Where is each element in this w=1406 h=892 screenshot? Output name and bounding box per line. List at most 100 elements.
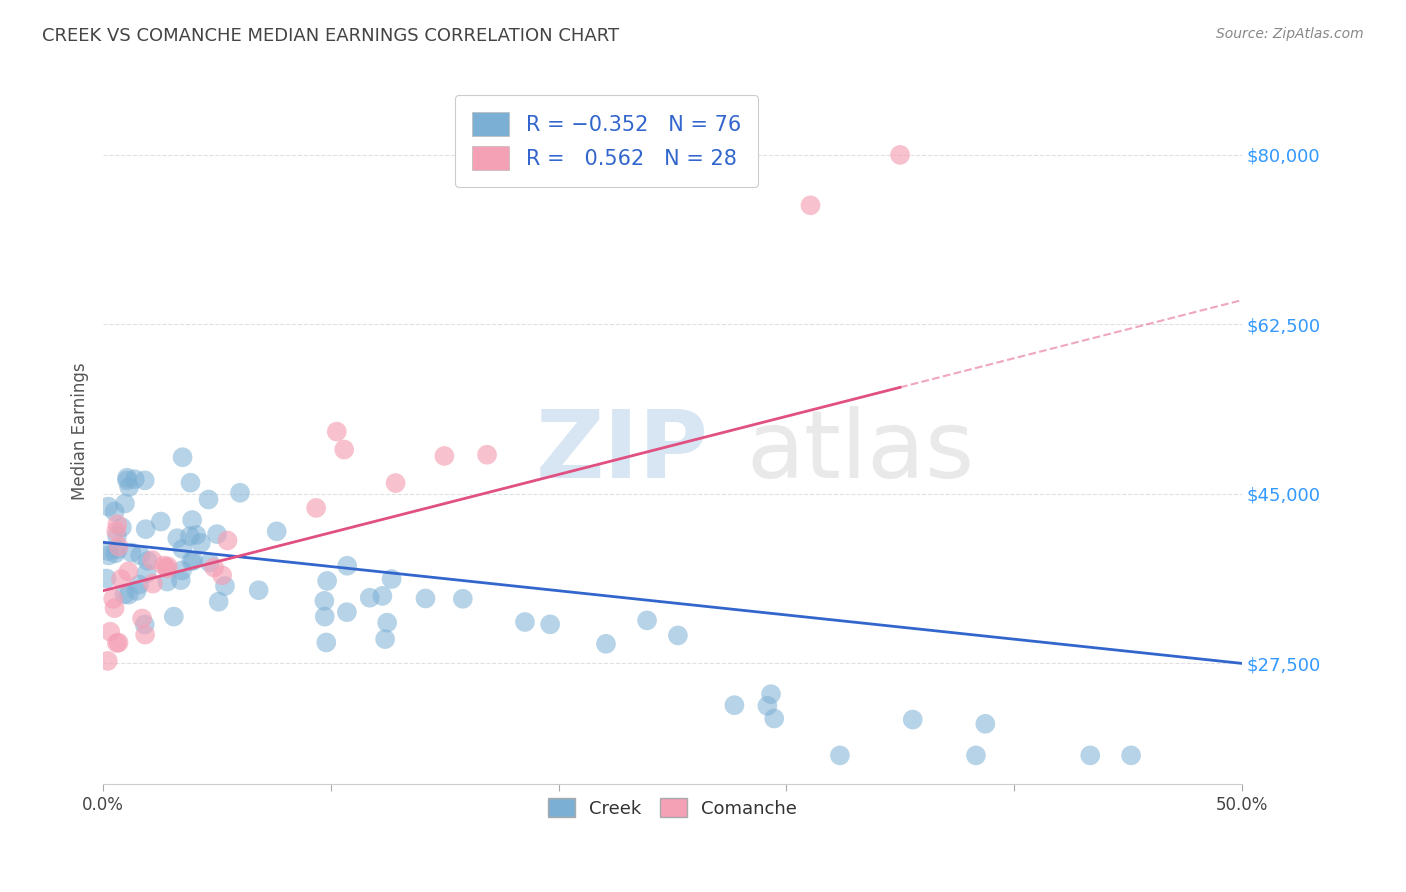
Point <box>595 637 617 651</box>
Point <box>156 561 179 575</box>
Point <box>666 628 689 642</box>
Point <box>336 605 359 619</box>
Point <box>97 500 120 514</box>
Point <box>134 474 156 488</box>
Point <box>186 528 208 542</box>
Point <box>135 566 157 581</box>
Point <box>415 591 437 606</box>
Point <box>114 496 136 510</box>
Text: CREEK VS COMANCHE MEDIAN EARNINGS CORRELATION CHART: CREEK VS COMANCHE MEDIAN EARNINGS CORREL… <box>42 27 619 45</box>
Point <box>451 591 474 606</box>
Point <box>333 442 356 457</box>
Point <box>149 515 172 529</box>
Point <box>183 554 205 568</box>
Point <box>208 595 231 609</box>
Point <box>433 449 456 463</box>
Point <box>172 450 194 465</box>
Point <box>202 560 225 574</box>
Point <box>96 572 118 586</box>
Point <box>107 542 129 557</box>
Point <box>117 565 139 579</box>
Point <box>134 617 156 632</box>
Point <box>153 558 176 573</box>
Point <box>104 546 127 560</box>
Point <box>205 527 228 541</box>
Point <box>1119 748 1142 763</box>
Point <box>156 574 179 589</box>
Point <box>723 698 745 713</box>
Point <box>513 615 536 629</box>
Point <box>179 475 201 490</box>
Point <box>156 559 179 574</box>
Point <box>118 480 141 494</box>
Point <box>170 573 193 587</box>
Point <box>142 576 165 591</box>
Point <box>214 579 236 593</box>
Point <box>371 589 394 603</box>
Point <box>314 609 336 624</box>
Point <box>129 548 152 562</box>
Point <box>636 613 658 627</box>
Point <box>110 572 132 586</box>
Point <box>211 568 233 582</box>
Point <box>375 615 398 630</box>
Point <box>197 492 219 507</box>
Point <box>374 632 396 646</box>
Point <box>1078 748 1101 763</box>
Point <box>105 517 128 532</box>
Point <box>198 556 221 570</box>
Point <box>135 522 157 536</box>
Point <box>326 425 349 439</box>
Point <box>104 505 127 519</box>
Y-axis label: Median Earnings: Median Earnings <box>72 362 89 500</box>
Point <box>889 148 911 162</box>
Text: atlas: atlas <box>747 406 974 498</box>
Point <box>181 513 204 527</box>
Point <box>179 529 201 543</box>
Point <box>128 577 150 591</box>
Point <box>163 609 186 624</box>
Point <box>101 591 124 606</box>
Point <box>901 713 924 727</box>
Point <box>170 564 193 578</box>
Point <box>105 529 128 543</box>
Point <box>97 654 120 668</box>
Point <box>756 698 779 713</box>
Point <box>107 635 129 649</box>
Point <box>141 553 163 567</box>
Point <box>190 536 212 550</box>
Point <box>124 472 146 486</box>
Point <box>229 485 252 500</box>
Point <box>105 524 128 538</box>
Point <box>136 554 159 568</box>
Point <box>172 541 194 556</box>
Point <box>120 545 142 559</box>
Point <box>247 583 270 598</box>
Point <box>965 748 987 763</box>
Point <box>111 520 134 534</box>
Point <box>97 544 120 558</box>
Point <box>475 448 498 462</box>
Point <box>131 611 153 625</box>
Text: ZIP: ZIP <box>536 406 709 498</box>
Point <box>105 636 128 650</box>
Point <box>97 549 120 563</box>
Point <box>336 558 359 573</box>
Point <box>974 716 997 731</box>
Point <box>134 627 156 641</box>
Point <box>112 587 135 601</box>
Point <box>180 554 202 568</box>
Point <box>107 540 129 554</box>
Point <box>103 601 125 615</box>
Point <box>316 574 339 588</box>
Point <box>266 524 288 539</box>
Point <box>314 594 336 608</box>
Point <box>538 617 561 632</box>
Point <box>384 476 406 491</box>
Point <box>381 572 404 586</box>
Point <box>759 687 782 701</box>
Point <box>115 471 138 485</box>
Point <box>115 473 138 487</box>
Legend: Creek, Comanche: Creek, Comanche <box>540 791 804 825</box>
Point <box>359 591 381 605</box>
